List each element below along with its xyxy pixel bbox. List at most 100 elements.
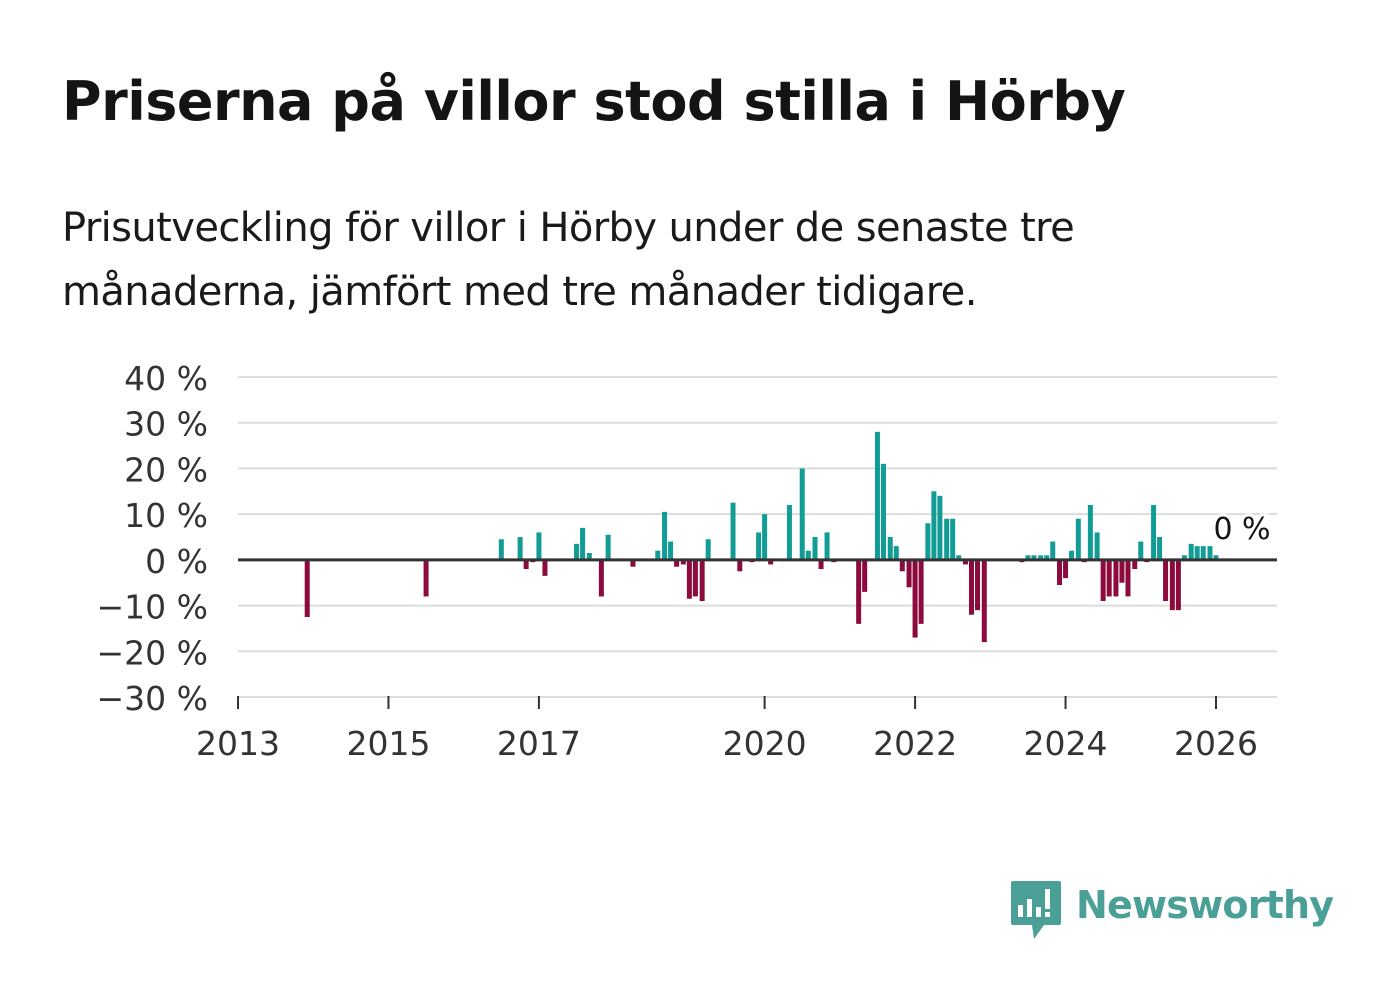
bar <box>1057 559 1063 585</box>
bar <box>1100 559 1106 601</box>
bar <box>662 511 668 560</box>
bar <box>498 539 504 560</box>
bar <box>680 559 686 565</box>
bar <box>674 559 680 567</box>
bar <box>1038 555 1044 560</box>
bar <box>1163 559 1169 601</box>
bar <box>1063 559 1069 579</box>
bar <box>918 559 924 624</box>
bar <box>799 468 805 560</box>
brand-name: Newsworthy <box>1076 883 1334 927</box>
x-axis-ticks: 2013 2015 2017 2020 2022 2024 2026 <box>196 696 1258 763</box>
bar <box>856 559 862 624</box>
bar <box>1087 505 1093 560</box>
y-tick-label: 30 % <box>124 405 208 444</box>
bar <box>523 559 529 569</box>
y-tick-label: −20 % <box>97 633 209 672</box>
bar <box>962 559 968 565</box>
bar <box>1094 532 1100 560</box>
bar <box>756 532 762 560</box>
x-tick-label: 2022 <box>873 724 957 763</box>
bar <box>1132 559 1138 569</box>
bar <box>874 431 880 560</box>
y-tick-label: −10 % <box>97 588 209 627</box>
bar <box>655 550 661 560</box>
bar <box>805 550 811 560</box>
bar <box>542 559 548 576</box>
bar <box>1138 541 1144 560</box>
bar <box>1106 559 1112 597</box>
x-tick-label: 2024 <box>1024 724 1108 763</box>
bar <box>1113 559 1119 597</box>
bar <box>944 518 950 560</box>
bars <box>304 431 1219 643</box>
bar <box>517 537 523 560</box>
bar <box>1175 559 1181 611</box>
bar <box>925 523 931 560</box>
y-tick-label: 10 % <box>124 496 208 535</box>
x-tick-label: 2015 <box>346 724 430 763</box>
bar <box>812 537 818 560</box>
bar <box>1157 537 1163 560</box>
bar <box>887 537 893 560</box>
bar <box>880 463 886 560</box>
bar <box>1151 505 1157 560</box>
bar <box>969 559 974 615</box>
chart-subtitle: Prisutveckling för villor i Hörby under … <box>62 205 1075 315</box>
bar <box>1200 546 1206 560</box>
latest-value-annotation: 0 % <box>1213 512 1270 547</box>
bar <box>630 559 636 567</box>
x-tick-label: 2017 <box>497 724 581 763</box>
bar <box>730 502 736 560</box>
bar <box>668 541 674 560</box>
bar <box>1213 555 1219 560</box>
newsworthy-logo-icon <box>1011 881 1061 939</box>
bar <box>686 559 692 599</box>
bar <box>956 555 962 560</box>
bar <box>937 495 943 560</box>
bar <box>598 559 604 597</box>
bar <box>768 559 774 565</box>
bar <box>1207 546 1213 560</box>
bar <box>536 532 542 560</box>
bar <box>1119 559 1125 583</box>
bar <box>1194 546 1200 560</box>
bar <box>699 559 705 601</box>
bar <box>304 559 310 617</box>
y-tick-label: 0 % <box>145 542 208 581</box>
bar <box>762 514 768 560</box>
newsworthy-logo: Newsworthy <box>1010 878 1334 942</box>
chart-title: Priserna på villor stod stilla i Hörby <box>62 70 1126 133</box>
bar <box>574 543 580 560</box>
bar <box>981 559 987 643</box>
bar <box>950 518 956 560</box>
bar <box>1069 550 1075 560</box>
bar <box>692 559 698 597</box>
bar <box>1188 543 1194 560</box>
bar <box>1169 559 1175 611</box>
bar <box>1031 555 1037 560</box>
bar <box>423 559 429 597</box>
bar <box>975 559 981 611</box>
x-tick-label: 2013 <box>196 724 280 763</box>
bar <box>1050 541 1056 560</box>
y-tick-label: 40 % <box>124 359 208 398</box>
bar <box>899 559 905 572</box>
bar <box>824 532 830 560</box>
bar <box>862 559 868 592</box>
bar <box>818 559 824 569</box>
bar <box>1075 518 1081 560</box>
bar <box>580 527 586 560</box>
bar <box>893 546 899 560</box>
x-tick-label: 2020 <box>723 724 807 763</box>
bar <box>1044 555 1050 560</box>
y-tick-label: 20 % <box>124 450 208 489</box>
bar <box>906 559 912 588</box>
bar <box>1125 559 1131 597</box>
bar <box>605 534 611 560</box>
bar <box>786 505 792 560</box>
bar <box>586 553 592 560</box>
bar <box>931 491 937 560</box>
grid-lines <box>238 376 1277 698</box>
